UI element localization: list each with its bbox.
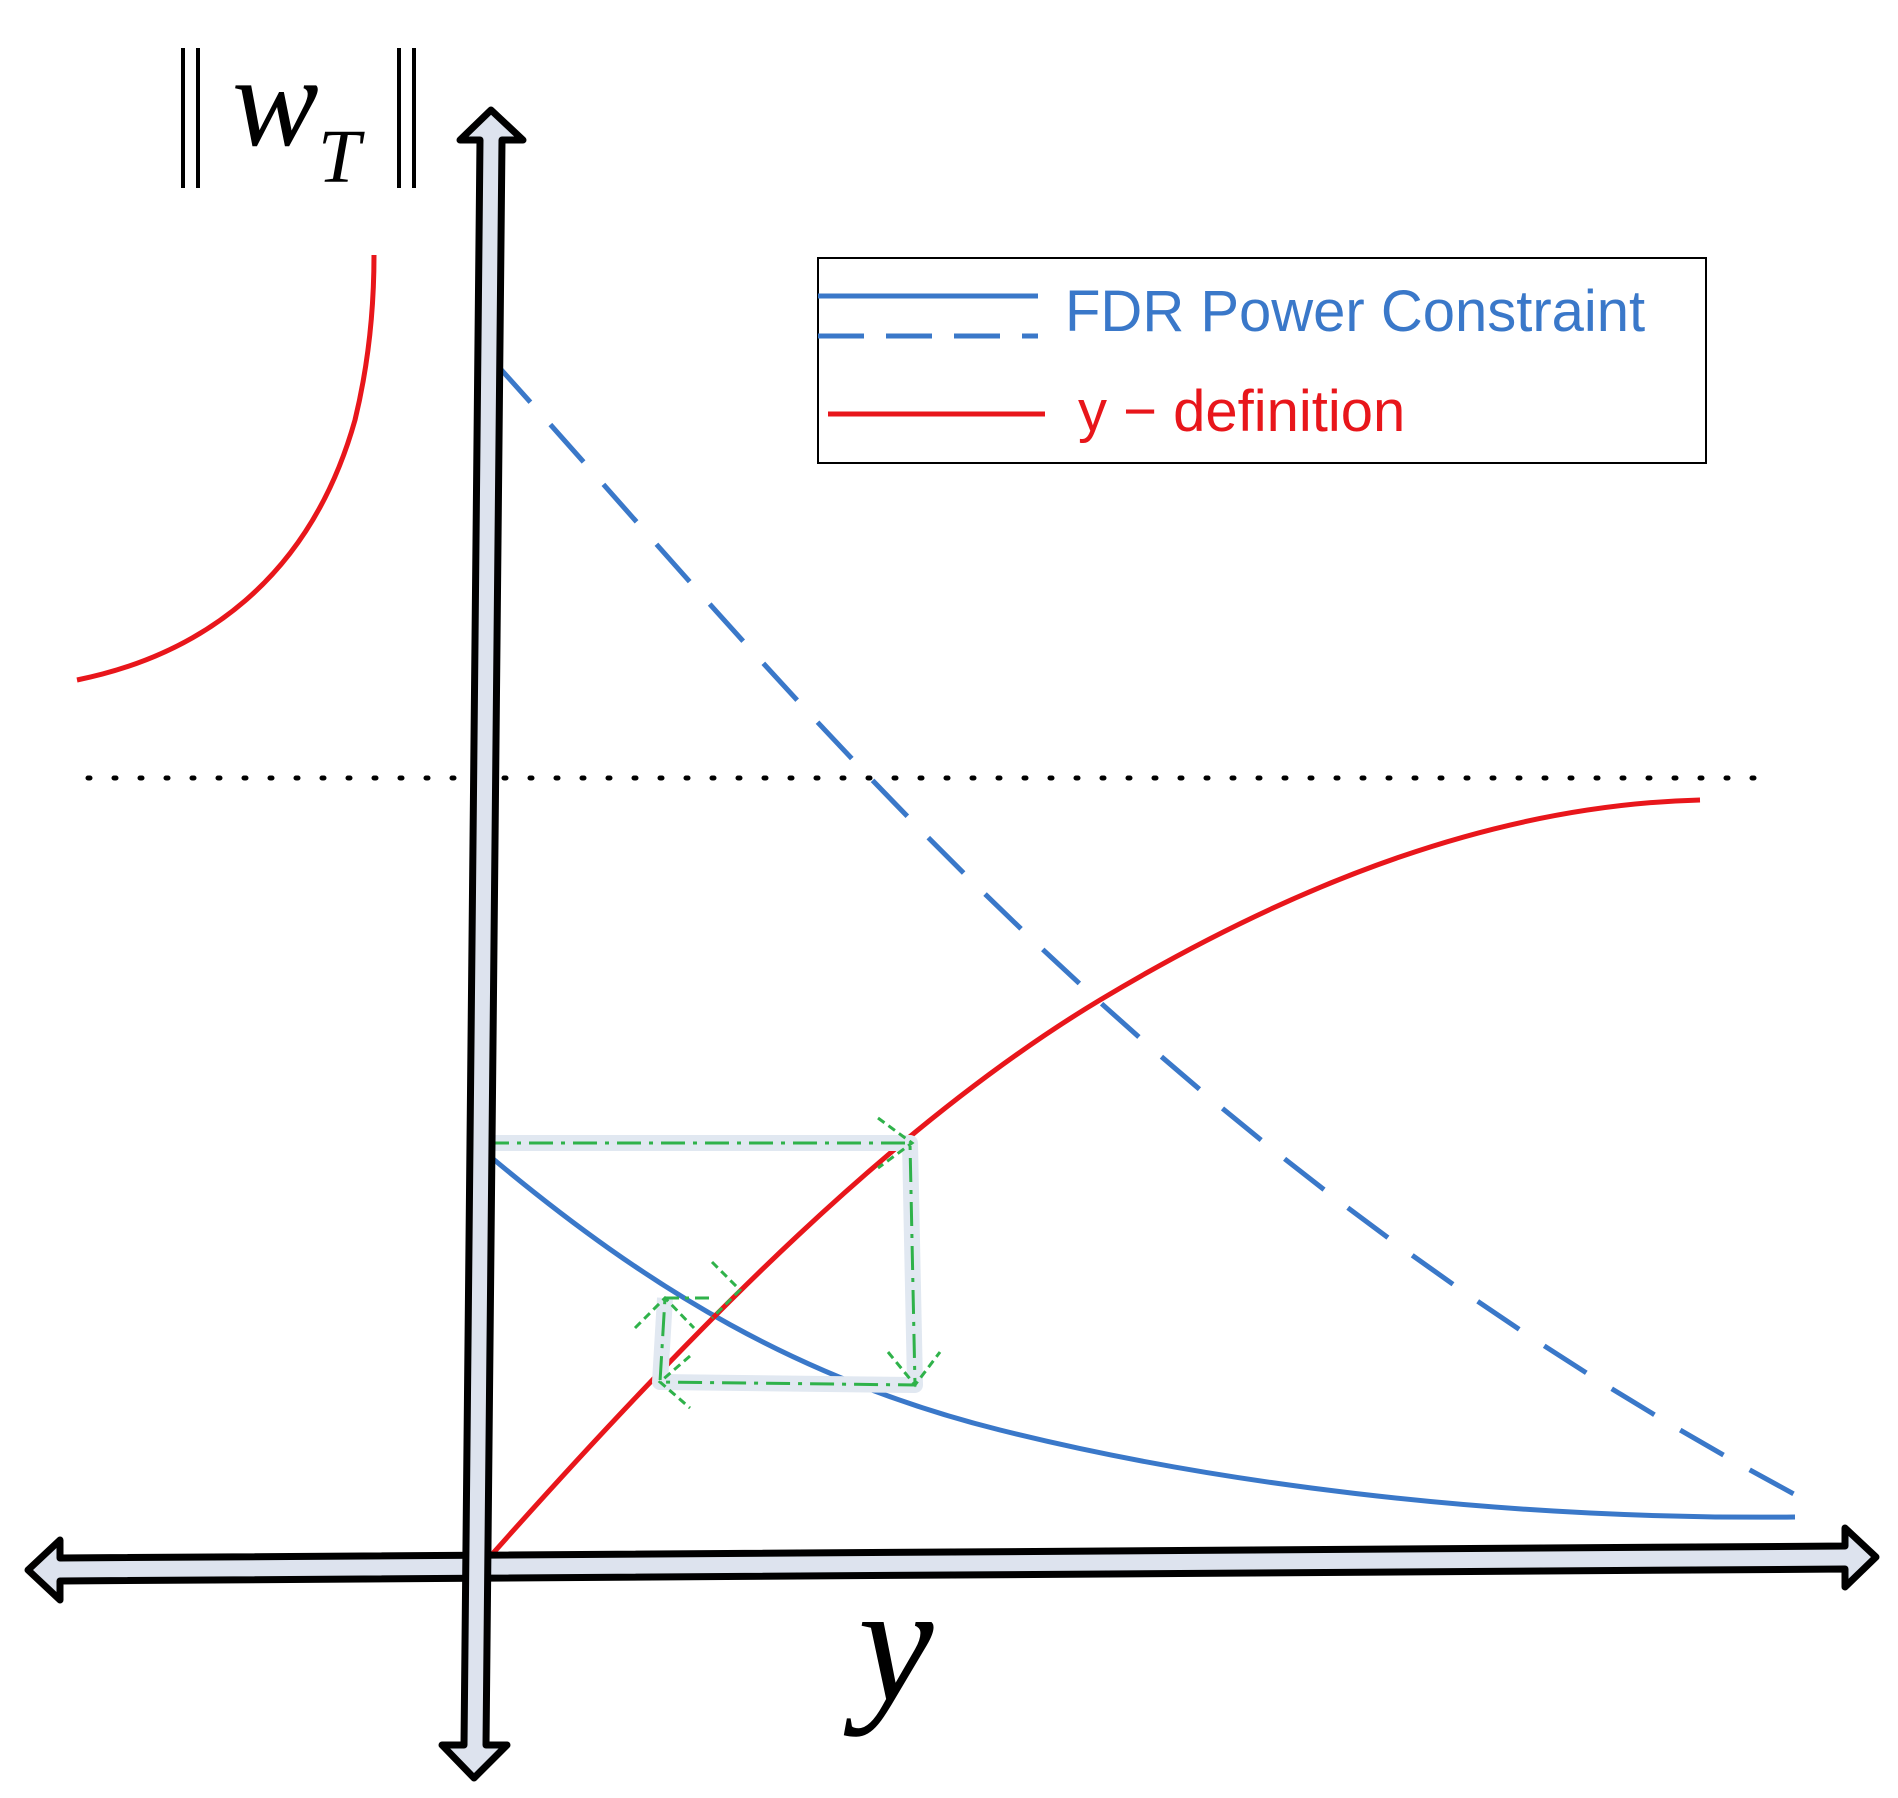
- legend-fdr-label: FDR Power Constraint: [1065, 279, 1645, 344]
- arrowhead-right-icon: [877, 1116, 915, 1170]
- arrowhead-up-icon: [633, 1295, 696, 1330]
- legend-ydef-label: y − definition: [1078, 379, 1405, 444]
- fdr-solid-curve: [490, 1156, 1796, 1520]
- arrowhead-left-icon: [657, 1354, 691, 1410]
- x-axis: [24, 1524, 1880, 1604]
- fdr-dashed-curve: [495, 363, 1807, 1503]
- arrowhead-down-icon: [886, 1351, 942, 1388]
- legend-box: [817, 257, 1707, 464]
- legend: FDR Power Constraint y − definition: [817, 257, 1707, 464]
- y-axis-label-var: w: [232, 30, 319, 174]
- iteration-outer-loop-line: [485, 1141, 917, 1387]
- y-axis-label-sub: T: [318, 115, 365, 199]
- y-axis: [438, 106, 527, 1782]
- ydef-left-branch: [76, 254, 377, 683]
- arrowhead-small-right-icon: [710, 1260, 743, 1320]
- iteration-outer-loop: [485, 1135, 923, 1393]
- y-axis-label: w T: [181, 30, 416, 199]
- ydef-right-branch: [485, 797, 1701, 1562]
- iteration-path: [485, 1116, 942, 1410]
- x-axis-label: y: [843, 1549, 934, 1737]
